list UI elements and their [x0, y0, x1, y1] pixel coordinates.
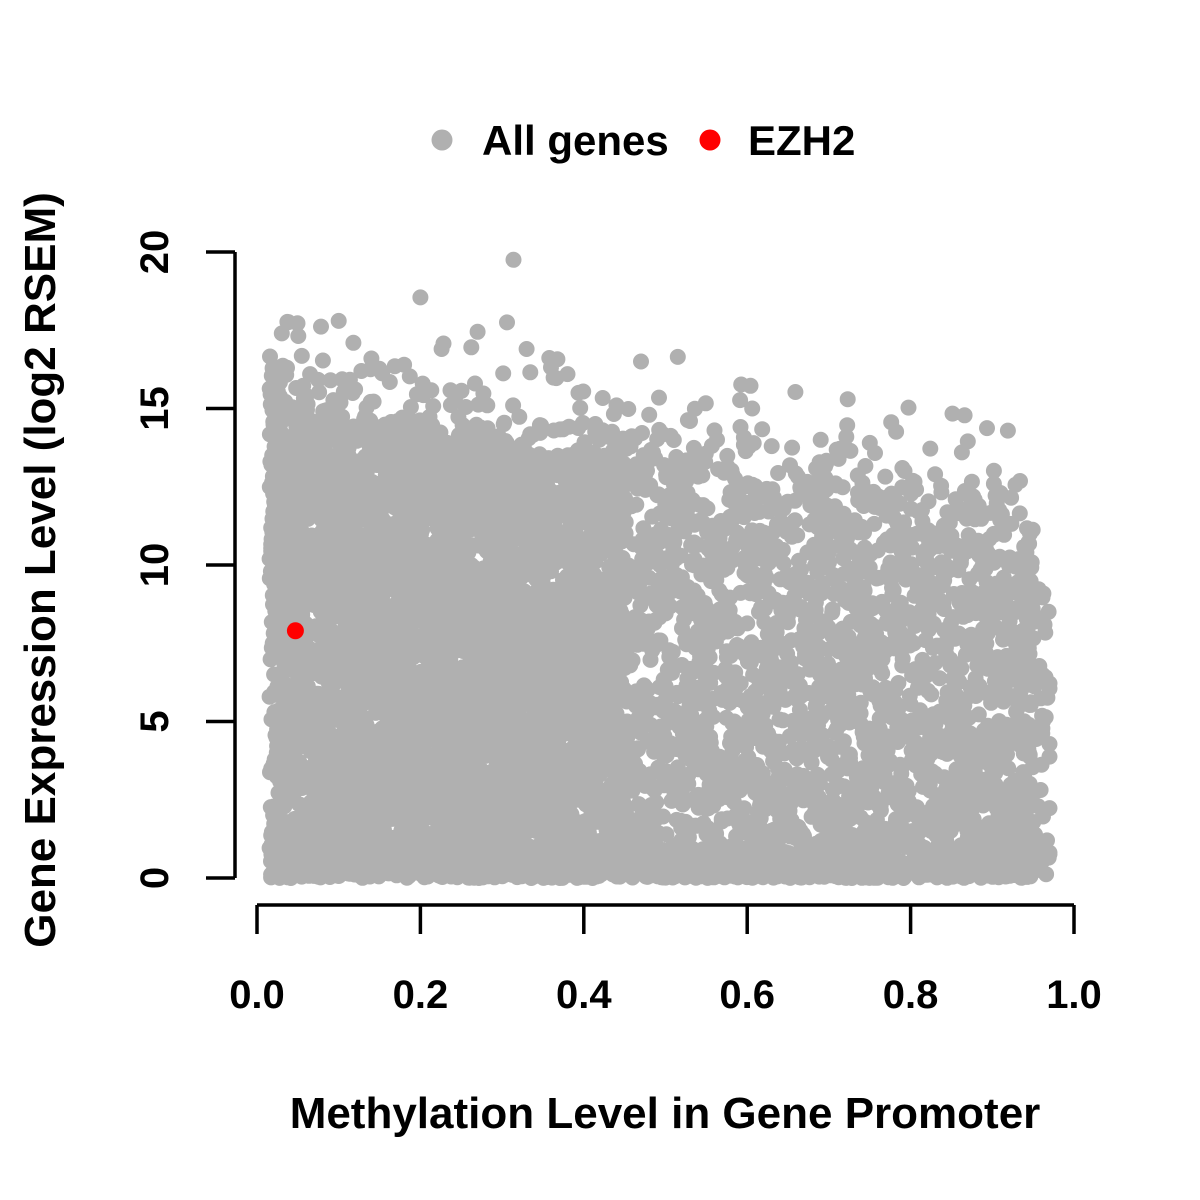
legend-all-genes-label: All genes	[482, 117, 669, 164]
ezh2-point	[286, 622, 304, 640]
legend-ezh2-swatch	[699, 129, 721, 151]
x-tick-label: 0.2	[393, 973, 449, 1017]
x-tick-label: 1.0	[1046, 973, 1102, 1017]
x-tick-label: 0.6	[719, 973, 775, 1017]
x-tick-label: 0.4	[556, 973, 612, 1017]
y-axis-title: Gene Expression Level (log2 RSEM)	[16, 192, 65, 948]
y-tick-label: 20	[133, 230, 177, 275]
all-genes-points-path	[261, 251, 1058, 886]
all-genes-point-cloud	[261, 251, 1058, 886]
y-tick-label: 15	[133, 386, 177, 431]
legend-all-genes-swatch	[431, 129, 453, 151]
y-tick-label: 0	[133, 867, 177, 889]
x-axis-ticks: 0.0 0.2 0.4 0.6 0.8 1.0	[229, 905, 1102, 1017]
x-tick-label: 0.0	[229, 973, 285, 1017]
y-tick-label: 10	[133, 543, 177, 588]
legend-ezh2-label: EZH2	[748, 117, 855, 164]
y-axis-ticks: 0 5 10 15 20	[133, 230, 235, 889]
legend: All genes EZH2	[431, 117, 855, 164]
axes: 0.0 0.2 0.4 0.6 0.8 1.0 0 5 10 15 20	[133, 230, 1102, 1017]
y-tick-label: 5	[133, 710, 177, 732]
x-axis-title: Methylation Level in Gene Promoter	[290, 1089, 1041, 1138]
x-tick-label: 0.8	[883, 973, 939, 1017]
